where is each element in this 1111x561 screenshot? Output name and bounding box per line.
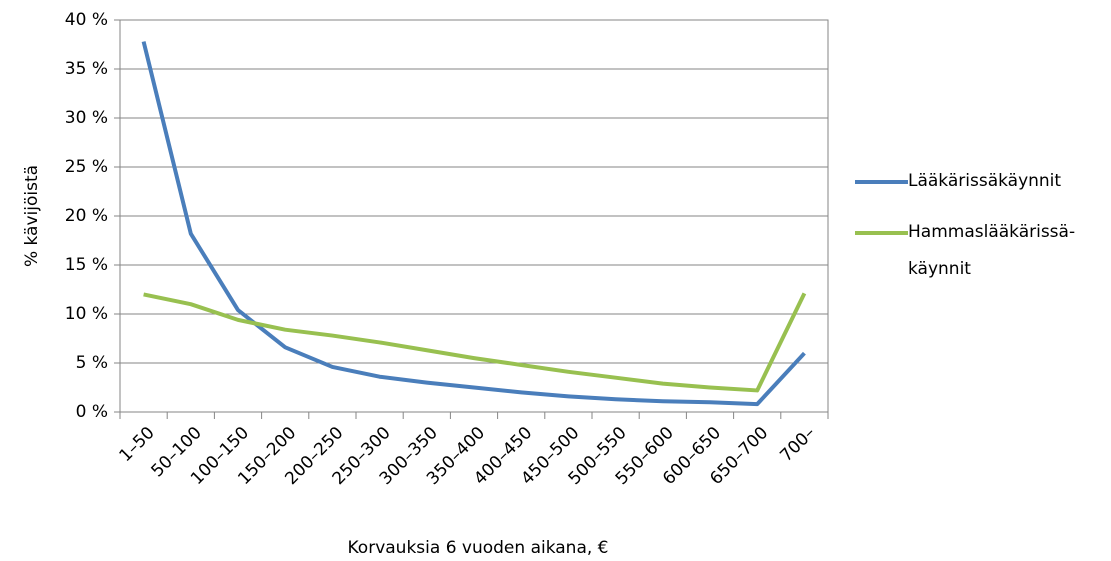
y-tick-label: 25 % [65, 157, 108, 177]
y-tick-label: 15 % [65, 255, 108, 275]
x-tick-label: 1–50 [116, 423, 159, 466]
y-tick-label: 5 % [76, 353, 108, 373]
y-tick-label: 30 % [65, 108, 108, 128]
y-axis-label: % kävijöistä [22, 165, 42, 267]
x-axis-label: Korvauksia 6 vuoden aikana, € [348, 538, 609, 558]
series-line [143, 292, 807, 393]
y-tick-label: 0 % [76, 402, 108, 422]
y-tick-label: 35 % [65, 59, 108, 79]
legend-swatch [855, 231, 908, 235]
y-tick-label: 20 % [65, 206, 108, 226]
legend-item: Lääkärissäkäynnit [855, 170, 1068, 200]
legend-swatch [855, 180, 908, 184]
series-line [141, 41, 806, 407]
plot-border [119, 19, 829, 413]
y-tick-label: 10 % [65, 304, 108, 324]
y-tick-label: 40 % [65, 10, 108, 30]
legend-label: Hammaslääkärissä-käynnit [908, 222, 1076, 279]
legend-label: Lääkärissäkäynnit [908, 171, 1062, 191]
legend-item: Hammaslääkärissä-käynnit [855, 221, 1075, 288]
x-tick-label: 700– [776, 423, 819, 466]
